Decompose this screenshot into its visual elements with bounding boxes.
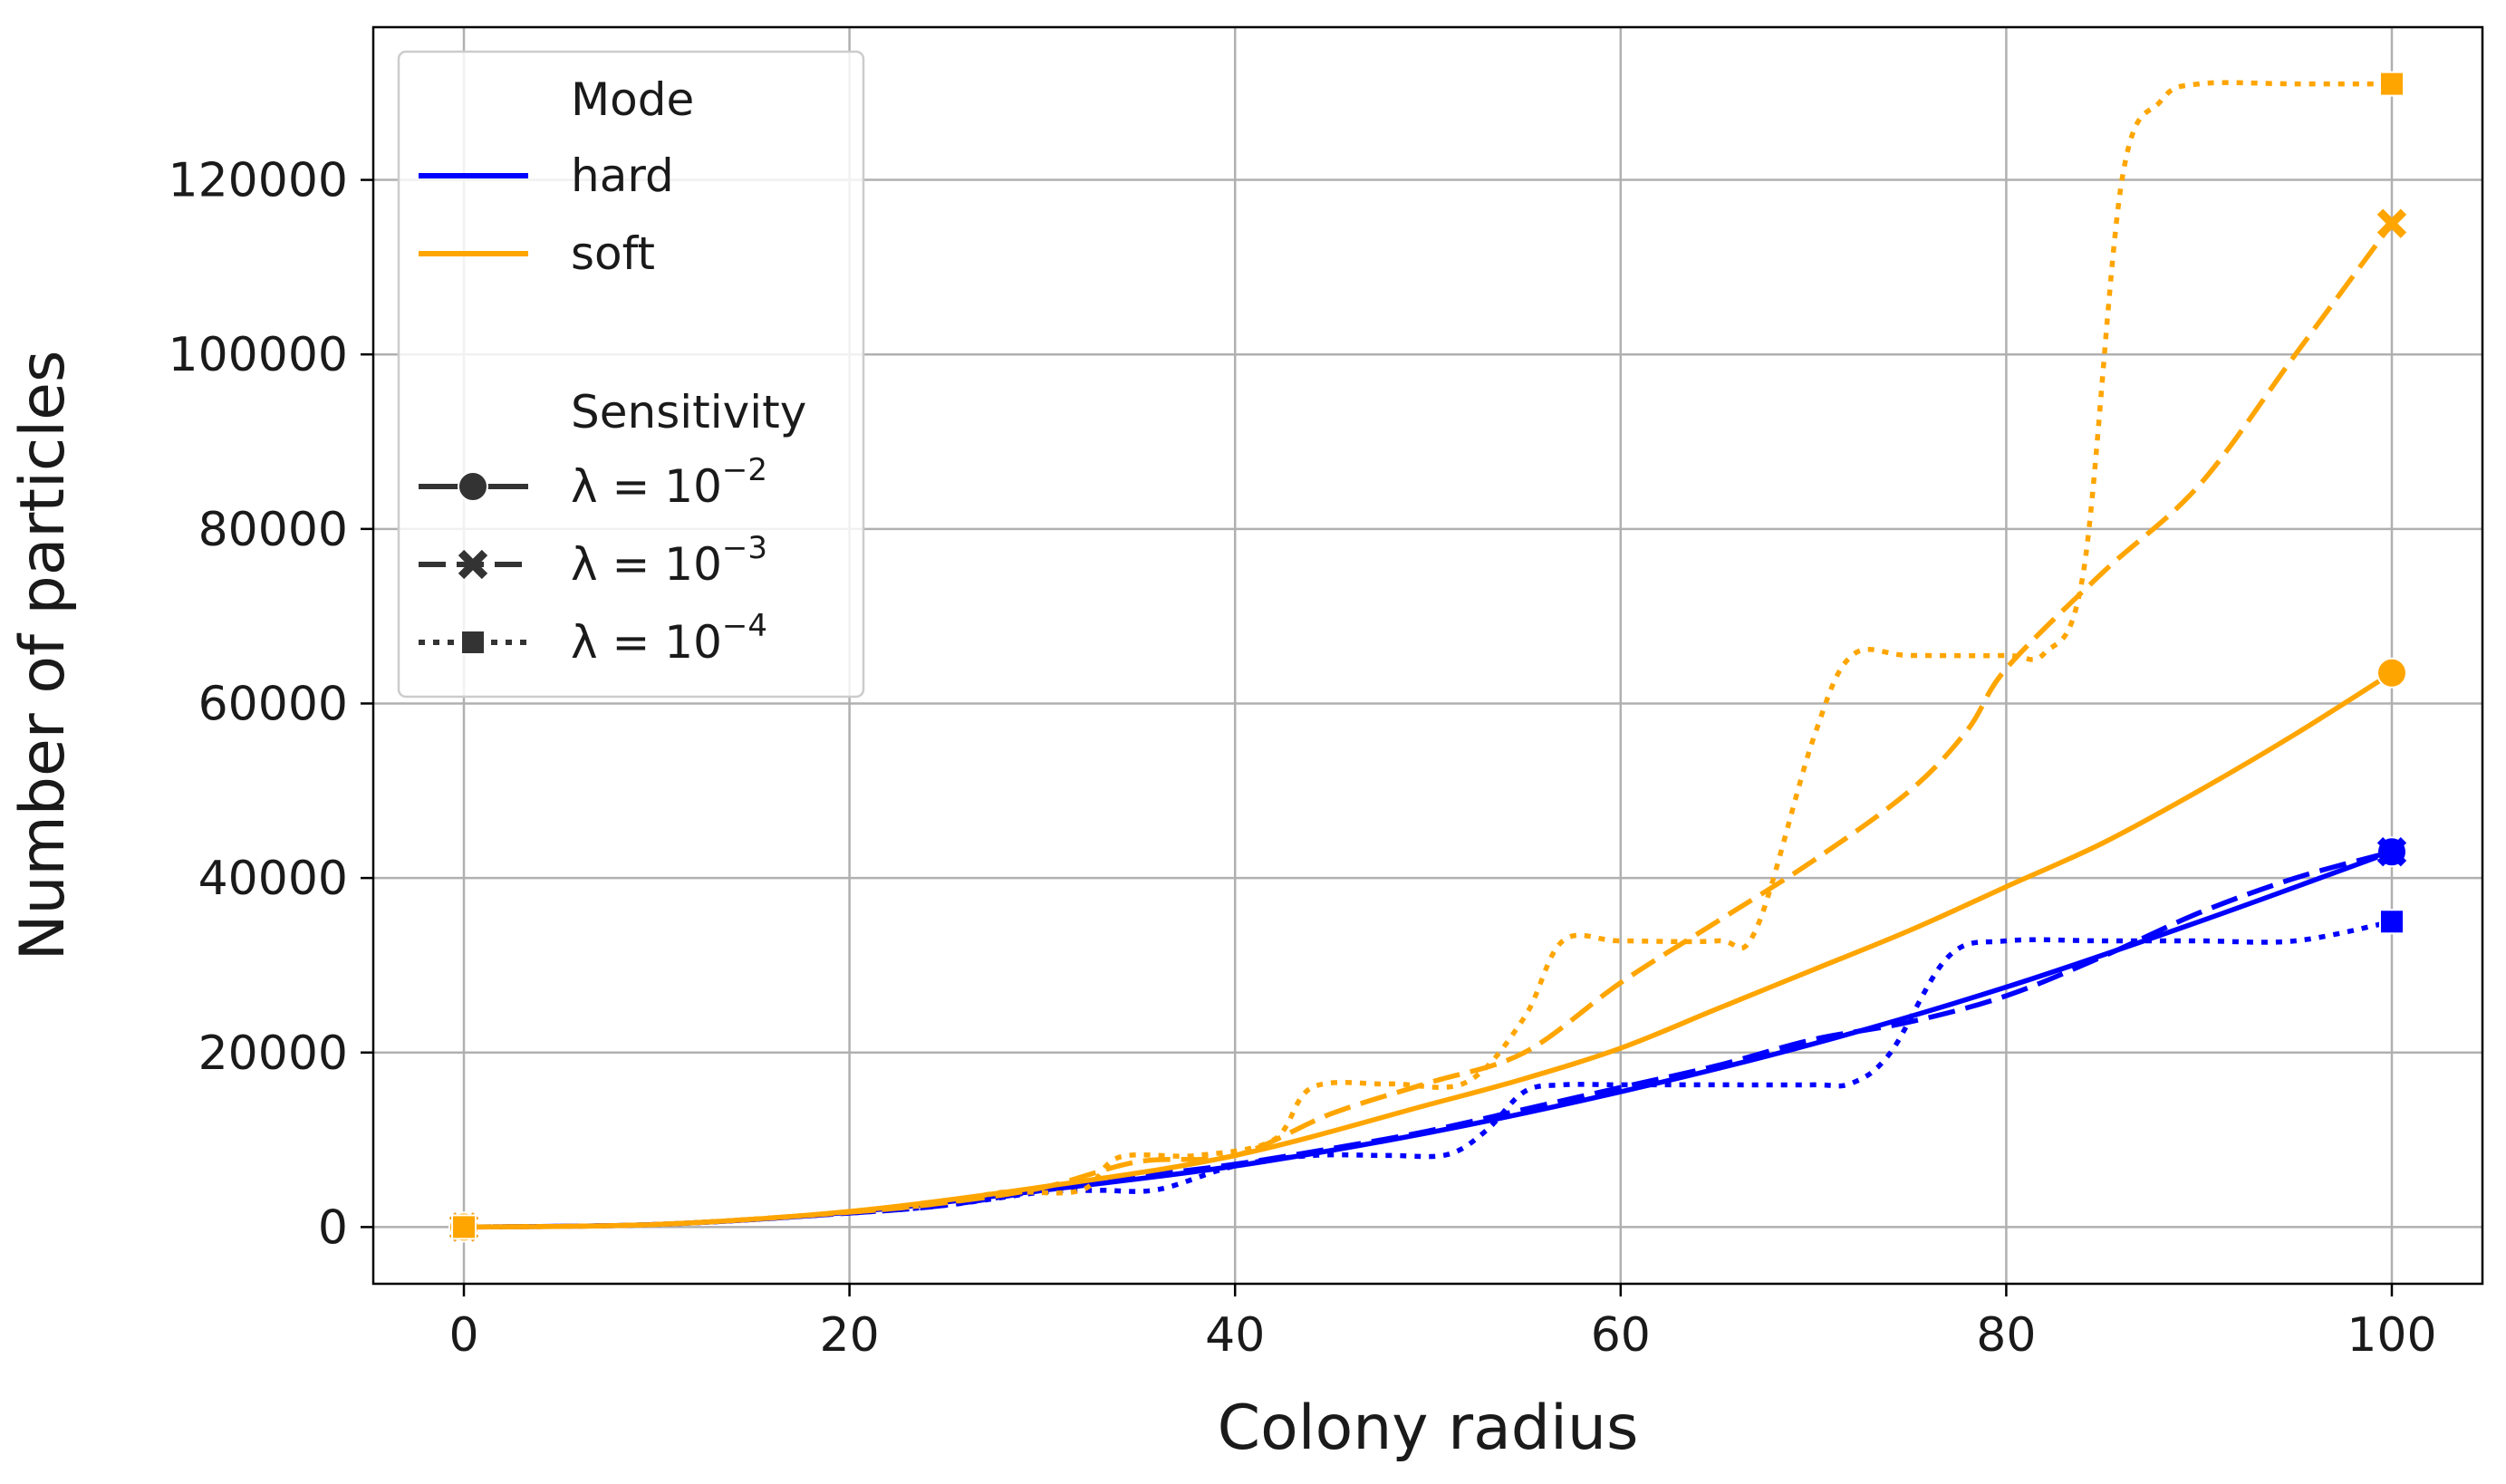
x-tick-label: 80: [1976, 1308, 2036, 1363]
y-tick-label: 80000: [198, 503, 348, 557]
series-end-marker-soft-circle: [2376, 657, 2407, 689]
legend-label-exponent: −4: [722, 608, 767, 644]
series-end-marker-soft-square: [2378, 71, 2405, 97]
legend-title-sensitivity: Sensitivity: [571, 386, 806, 438]
legend-label-base: λ = 10: [571, 460, 722, 513]
legend-label-exponent: −2: [722, 452, 767, 488]
legend-box: [397, 50, 865, 699]
series-end-marker-hard-x: [2376, 837, 2407, 867]
y-tick-label: 60000: [198, 677, 348, 731]
legend-label-square: λ = 10−4: [571, 608, 767, 669]
legend-label-circle: λ = 10−2: [571, 452, 767, 513]
y-tick-label: 40000: [198, 852, 348, 906]
series-line-soft-x: [463, 222, 2395, 1230]
x-tick-label: 60: [1591, 1308, 1651, 1363]
x-tick-label: 20: [820, 1308, 880, 1363]
y-axis-label: Number of particles: [7, 351, 79, 961]
legend-marker-square: [460, 630, 486, 655]
x-tick-label: 100: [2347, 1308, 2436, 1363]
legend-label-base: λ = 10: [571, 616, 722, 669]
legend-marker-x: [458, 549, 488, 580]
plot-frame: [371, 25, 2484, 1286]
legend-marker-circle: [458, 471, 488, 502]
axis-ticks: 0 20 40 60 80 100 0 20000 40000 60000 80000 100000 1…: [168, 154, 2436, 1363]
series-end-marker-hard-square: [2378, 909, 2405, 935]
series-line-soft-square: [463, 80, 2392, 1230]
legend-label-soft: soft: [571, 227, 655, 280]
y-tick-label: 100000: [168, 328, 348, 382]
series-line-hard-square: [463, 919, 2393, 1230]
x-axis-label: Colony radius: [1218, 1392, 1639, 1464]
legend-title-mode: Mode: [571, 73, 694, 126]
y-tick-label: 20000: [198, 1026, 348, 1081]
legend-label-hard: hard: [571, 149, 674, 202]
y-tick-label: 120000: [168, 154, 348, 208]
legend-label-exponent: −3: [722, 530, 767, 566]
y-tick-label: 0: [318, 1200, 348, 1255]
series-start-marker-soft-square: [451, 1214, 477, 1240]
legend-label-base: λ = 10: [571, 538, 722, 591]
x-tick-label: 0: [448, 1308, 478, 1363]
x-tick-label: 40: [1205, 1308, 1265, 1363]
series-group: [448, 71, 2407, 1243]
legend-label-x: λ = 10−3: [571, 530, 767, 591]
series-end-marker-soft-x: [2376, 208, 2407, 238]
